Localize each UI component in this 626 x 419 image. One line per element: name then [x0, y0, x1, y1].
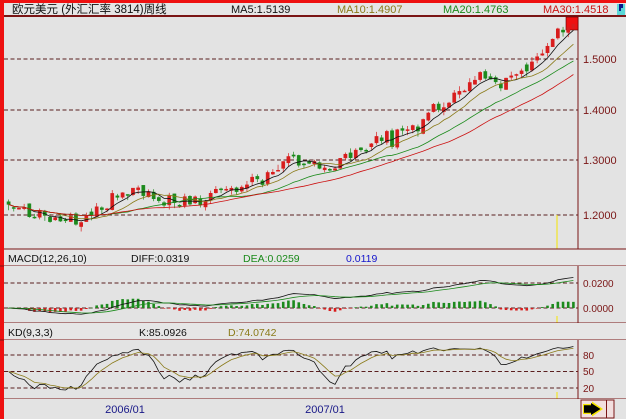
svg-text:1.4000: 1.4000: [583, 105, 617, 117]
svg-text:0.0200: 0.0200: [583, 279, 614, 290]
svg-text:MA10:1.4907: MA10:1.4907: [337, 4, 402, 16]
svg-text:0.0000: 0.0000: [583, 304, 614, 315]
svg-text:80: 80: [583, 351, 595, 362]
svg-text:D:74.0742: D:74.0742: [228, 327, 277, 339]
svg-text:MA20:1.4763: MA20:1.4763: [443, 4, 508, 16]
svg-text:MA30:1.4518: MA30:1.4518: [543, 4, 608, 16]
svg-text:欧元美元 (外汇汇率 3814)周线: 欧元美元 (外汇汇率 3814)周线: [12, 2, 167, 16]
svg-text:1.2000: 1.2000: [583, 210, 617, 222]
svg-text:50: 50: [583, 367, 595, 378]
svg-text:1.3000: 1.3000: [583, 155, 617, 167]
svg-text:DEA:0.0259: DEA:0.0259: [243, 253, 300, 265]
svg-text:2007/01: 2007/01: [305, 404, 345, 416]
svg-text:K:85.0926: K:85.0926: [139, 327, 187, 339]
svg-text:DIFF:0.0319: DIFF:0.0319: [131, 253, 190, 265]
svg-text:1.5000: 1.5000: [583, 54, 617, 66]
svg-text:0.0119: 0.0119: [346, 253, 377, 265]
svg-text:MA5:1.5139: MA5:1.5139: [231, 4, 290, 16]
svg-text:KD(9,3,3): KD(9,3,3): [8, 327, 53, 339]
svg-text:20: 20: [583, 384, 595, 395]
svg-text:MACD(12,26,10): MACD(12,26,10): [8, 253, 87, 265]
svg-text:2006/01: 2006/01: [105, 404, 145, 416]
